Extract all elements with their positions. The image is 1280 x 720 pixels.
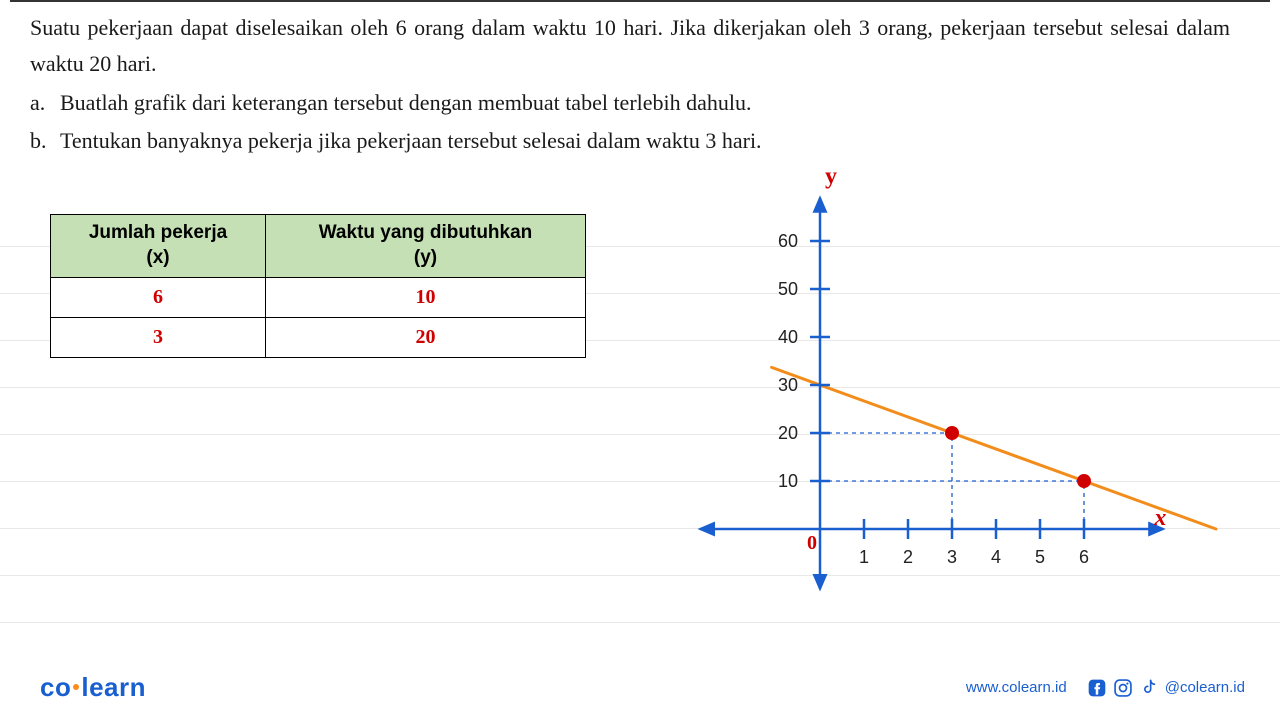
logo-part2: learn [81, 672, 146, 702]
problem-item-a: a. Buatlah grafik dari keterangan terseb… [30, 85, 1250, 121]
col1-header-line2: (x) [146, 247, 169, 268]
table-row: 6 10 [51, 277, 586, 317]
col2-header-line1: Waktu yang dibutuhkan [319, 222, 533, 243]
cell-x: 6 [51, 277, 266, 317]
col-header-y: Waktu yang dibutuhkan (y) [266, 215, 586, 277]
problem-intro: Suatu pekerjaan dapat diselesaikan oleh … [30, 10, 1250, 83]
cell-y: 20 [266, 317, 586, 357]
item-text: Buatlah grafik dari keterangan tersebut … [60, 85, 752, 121]
footer-right: www.colearn.id @colearn.id [966, 678, 1245, 698]
svg-text:2: 2 [903, 547, 913, 567]
svg-text:y: y [825, 164, 837, 190]
svg-text:4: 4 [991, 547, 1001, 567]
website-link[interactable]: www.colearn.id [966, 679, 1067, 696]
svg-text:40: 40 [778, 327, 798, 347]
svg-text:20: 20 [778, 423, 798, 443]
problem-item-b: b. Tentukan banyaknya pekerja jika peker… [30, 123, 1250, 159]
item-text: Tentukan banyaknya pekerja jika pekerjaa… [60, 123, 762, 159]
problem-list: a. Buatlah grafik dari keterangan terseb… [30, 85, 1250, 160]
svg-text:10: 10 [778, 471, 798, 491]
content-area: Suatu pekerjaan dapat diselesaikan oleh … [0, 0, 1280, 358]
svg-text:60: 60 [778, 231, 798, 251]
svg-text:6: 6 [1079, 547, 1089, 567]
social-handle: @colearn.id [1165, 679, 1245, 696]
logo-dot-icon [73, 684, 79, 690]
svg-text:x: x [1153, 505, 1166, 531]
svg-text:30: 30 [778, 375, 798, 395]
chart: 1 2 3 4 5 6 10 20 30 40 50 60 y x 0 [670, 159, 1250, 624]
footer: colearn www.colearn.id @colearn.id [0, 655, 1280, 720]
svg-text:5: 5 [1035, 547, 1045, 567]
svg-text:50: 50 [778, 279, 798, 299]
svg-text:1: 1 [859, 547, 869, 567]
logo-part1: co [40, 672, 71, 702]
chart-svg: 1 2 3 4 5 6 10 20 30 40 50 60 y x 0 [670, 159, 1250, 619]
svg-text:3: 3 [947, 547, 957, 567]
data-table-wrap: Jumlah pekerja (x) Waktu yang dibutuhkan… [50, 214, 586, 357]
col-header-x: Jumlah pekerja (x) [51, 215, 266, 277]
cell-y: 10 [266, 277, 586, 317]
item-marker: a. [30, 85, 60, 121]
cell-x: 3 [51, 317, 266, 357]
work-area: Jumlah pekerja (x) Waktu yang dibutuhkan… [30, 214, 1250, 357]
table-row: 3 20 [51, 317, 586, 357]
social-group: @colearn.id [1087, 678, 1245, 698]
tiktok-icon[interactable] [1139, 678, 1159, 698]
data-table: Jumlah pekerja (x) Waktu yang dibutuhkan… [50, 214, 586, 357]
brand-logo: colearn [40, 672, 146, 703]
instagram-icon[interactable] [1113, 678, 1133, 698]
col2-header-line2: (y) [414, 247, 437, 268]
item-marker: b. [30, 123, 60, 159]
col1-header-line1: Jumlah pekerja [89, 222, 227, 243]
facebook-icon[interactable] [1087, 678, 1107, 698]
svg-text:0: 0 [807, 532, 817, 554]
